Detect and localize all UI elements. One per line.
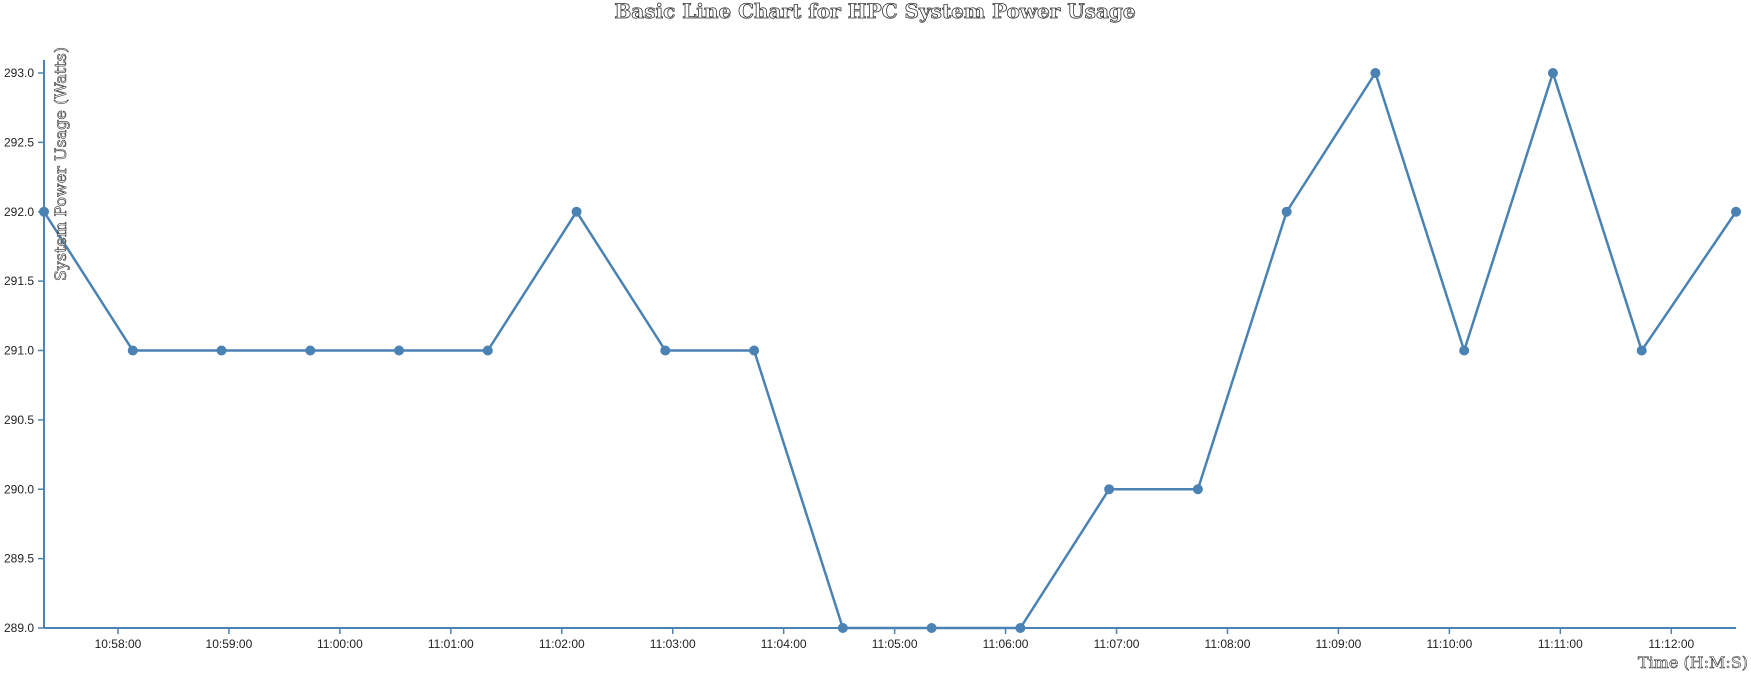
y-tick-label: 292.5 [4, 135, 34, 149]
data-point[interactable] [660, 345, 671, 356]
y-tick-label: 289.5 [4, 552, 34, 566]
x-tick-label: 11:05:00 [872, 637, 918, 651]
data-point[interactable] [571, 206, 582, 217]
x-tick-label: 11:11:00 [1538, 637, 1583, 651]
y-axis: 289.0 289.5 290.0 290.5 291.0 291.5 292.0 292.5… [4, 60, 45, 635]
data-point[interactable] [482, 345, 493, 356]
y-tick-label: 292.0 [4, 205, 34, 219]
data-point[interactable] [1547, 68, 1558, 78]
data-point[interactable] [39, 206, 49, 217]
x-tick-label: 11:04:00 [761, 637, 807, 651]
data-point[interactable] [127, 345, 138, 356]
y-tick-label: 291.0 [4, 344, 34, 358]
y-tick-label: 291.5 [4, 274, 34, 288]
y-tick-label: 290.0 [4, 482, 34, 496]
x-tick-label: 11:07:00 [1094, 637, 1140, 651]
data-point[interactable] [1192, 484, 1203, 495]
y-tick-label: 290.5 [4, 413, 34, 427]
data-point[interactable] [749, 345, 760, 356]
y-tick-label: 289.0 [4, 621, 34, 635]
x-tick-label: 11:06:00 [983, 637, 1029, 651]
x-tick-label: 10:59:00 [206, 637, 253, 651]
x-tick-label: 11:09:00 [1316, 637, 1362, 651]
data-point[interactable] [1459, 345, 1470, 356]
data-point[interactable] [216, 345, 227, 356]
series-marks [39, 68, 1741, 633]
x-tick-label: 11:08:00 [1205, 637, 1251, 651]
x-tick-label: 11:10:00 [1426, 637, 1472, 651]
data-point[interactable] [1731, 206, 1741, 217]
x-tick-label: 11:03:00 [650, 637, 696, 651]
x-tick-label: 11:01:00 [428, 637, 474, 651]
data-point[interactable] [837, 623, 848, 633]
data-point[interactable] [1636, 345, 1647, 356]
x-axis: 10:58:00 10:59:00 11:00:00 11:01:00 11:02:00… [44, 627, 1736, 651]
data-point[interactable] [1015, 623, 1026, 633]
data-point[interactable] [394, 345, 405, 356]
data-point[interactable] [1104, 484, 1115, 495]
data-point[interactable] [305, 345, 316, 356]
data-point[interactable] [1281, 206, 1292, 217]
x-tick-label: 11:00:00 [317, 637, 363, 651]
x-tick-label: 11:12:00 [1648, 637, 1694, 651]
series-line [42, 68, 1738, 630]
x-tick-label: 10:58:00 [95, 637, 142, 651]
y-axis-title: System Power Usage (Watts) [51, 47, 70, 281]
y-tick-label: 293.0 [4, 66, 34, 80]
x-axis-title: Time (H:M:S) [1638, 653, 1748, 672]
data-point[interactable] [1370, 68, 1381, 78]
x-tick-label: 11:02:00 [539, 637, 585, 651]
data-point[interactable] [926, 623, 937, 633]
chart-title: Basic Line Chart for HPC System Power Us… [614, 0, 1135, 23]
